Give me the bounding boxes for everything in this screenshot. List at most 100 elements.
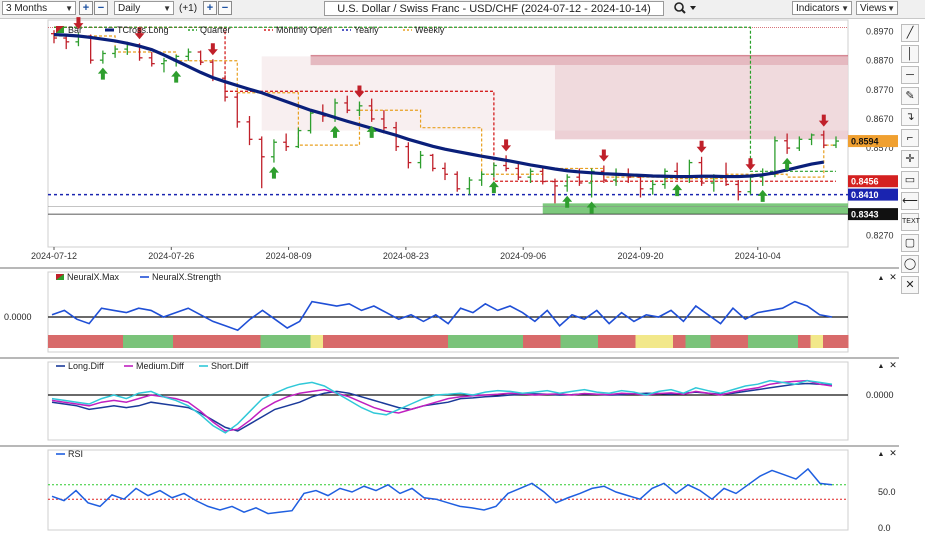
rsi-tick-label: 50.0 [878, 487, 896, 497]
neuralx-max-bar [673, 335, 686, 348]
neuralx-max-bar [323, 335, 336, 348]
legend-label: NeuralX.Strength [152, 272, 221, 282]
offset-label: (+1) [179, 3, 198, 14]
panel-collapse-icon: ▲ [878, 363, 885, 370]
indicators-dropdown[interactable]: Indicators ▼ [792, 1, 852, 15]
panel-collapse-icon: ▲ [878, 451, 885, 458]
diff-plot-area [47, 361, 849, 441]
neuralx-max-bar [735, 335, 749, 348]
neuralx-max-bar [48, 335, 61, 348]
bear-arrow-icon [134, 27, 145, 40]
panel-collapse-icon: ▲ [878, 275, 885, 282]
neuralx-max-bar [535, 335, 549, 348]
neuralx-max-bar [410, 335, 424, 348]
chevron-down-icon: ▼ [163, 4, 171, 13]
neuralx-max-bar [698, 335, 711, 348]
x-tick-label: 2024-08-23 [383, 251, 429, 261]
neuralx-max-bar [160, 335, 174, 348]
interval-dropdown[interactable]: Daily ▼ [114, 1, 174, 15]
price-label-box [848, 135, 898, 148]
range-dropdown[interactable]: 3 Months ▼ [2, 1, 76, 15]
diff-series-line [51, 379, 833, 432]
neuralx-max-bar [785, 335, 799, 348]
toolbar: 3 Months ▼ + − Daily ▼ (+1) + − U.S. Dol… [0, 0, 925, 19]
bear-arrow-icon [354, 85, 365, 98]
legend-bar-icon-2 [56, 26, 64, 33]
neuralx-max-bar [210, 335, 224, 348]
square-icon[interactable]: ▢ [901, 234, 919, 252]
price-label: 0.8594 [851, 137, 879, 147]
legend-max-icon-2 [56, 274, 64, 280]
neuralx-max-bar [135, 335, 149, 348]
bull-arrow-icon [171, 70, 182, 83]
offset-plus-button[interactable]: + [203, 1, 217, 15]
price-label-box [848, 208, 898, 221]
circle-icon[interactable]: ◯ [901, 255, 919, 273]
diff-tick-label: 0.0000 [866, 390, 894, 400]
back-arrow-icon[interactable]: ⟵ [901, 192, 919, 210]
neuralx-max-bar [73, 335, 86, 348]
vertical-line-icon[interactable]: │ [901, 45, 919, 63]
bull-arrow-icon [586, 201, 597, 214]
horizontal-line-icon[interactable]: ─ [901, 66, 919, 84]
neuralx-max-bar [173, 335, 186, 348]
neuralx-max-bar [198, 335, 211, 348]
neuralx-max-bar [648, 335, 661, 348]
neuralx-max-bar [185, 335, 199, 348]
bull-arrow-icon [672, 184, 683, 197]
neuralx-max-bar [223, 335, 236, 348]
offset-minus-button[interactable]: − [218, 1, 232, 15]
bear-arrow-icon [598, 149, 609, 162]
bull-arrow-icon [488, 181, 499, 194]
arrow-tool-icon[interactable]: ↴ [901, 108, 919, 126]
x-tick-label: 2024-08-09 [266, 251, 312, 261]
close-icon[interactable]: ✕ [901, 276, 919, 294]
chart-canvas[interactable]: 0.8970 0.8870 0.8770 0.8670 0.8570 0.8270 0.85… [0, 0, 899, 533]
legend-label: Short.Diff [211, 361, 249, 371]
bear-arrow-icon [73, 17, 84, 30]
rsi-line [51, 467, 833, 515]
crosshair-icon[interactable]: ✛ [901, 150, 919, 168]
neuralx-max-bar [235, 335, 249, 348]
legend-label: Long.Diff [68, 361, 104, 371]
neuralx-max-bar [710, 335, 724, 348]
symbol-title[interactable]: U.S. Dollar / Swiss Franc - USD/CHF (202… [324, 1, 664, 16]
panel-close-icon: ✕ [889, 448, 897, 458]
neuralx-max-bar [798, 335, 811, 348]
chevron-down-icon: ▼ [841, 4, 849, 13]
zone-highlight [261, 56, 848, 131]
bull-arrow-icon [330, 125, 341, 138]
legend-label: Weekly [415, 25, 445, 35]
pen-icon[interactable]: ✎ [901, 87, 919, 105]
neuralx-max-bar [423, 335, 436, 348]
text-tool-icon[interactable]: TEXT [901, 213, 920, 231]
zoom-out-icon[interactable]: − [94, 1, 108, 15]
note-icon[interactable]: ▭ [901, 171, 919, 189]
rsi-tick-label: 0.0 [878, 523, 891, 533]
neuralx-max-bar [610, 335, 624, 348]
indicators-label: Indicators [796, 3, 840, 14]
neuralx-max-bar [310, 335, 324, 348]
bull-arrow-icon [562, 195, 573, 208]
neuralx-max-bar [835, 335, 849, 348]
legend-label: Bar [68, 25, 82, 35]
neuralx-max-bar [635, 335, 649, 348]
price-tick-label: 0.8570 [866, 143, 894, 153]
fib-tool-icon[interactable]: ⌐ [901, 129, 919, 147]
search-icon[interactable] [671, 0, 701, 17]
neuralx-max-bar [398, 335, 411, 348]
zoom-in-icon[interactable]: + [79, 1, 93, 15]
x-tick-label: 2024-07-12 [31, 251, 77, 261]
bull-arrow-icon [782, 157, 793, 170]
neuralx-max-bar [373, 335, 386, 348]
price-label-box [848, 175, 898, 188]
neuralx-max-bar [760, 335, 774, 348]
line-tool-icon[interactable]: ╱ [901, 24, 919, 42]
price-tick-label: 0.8670 [866, 114, 894, 124]
views-dropdown[interactable]: Views ▼ [856, 1, 898, 15]
legend-label: Yearly [354, 25, 379, 35]
price-label: 0.8343 [851, 210, 879, 220]
neuralx-max-bar [685, 335, 699, 348]
neuralx-max-bar [348, 335, 361, 348]
legend-label: TCross.Long [117, 25, 169, 35]
